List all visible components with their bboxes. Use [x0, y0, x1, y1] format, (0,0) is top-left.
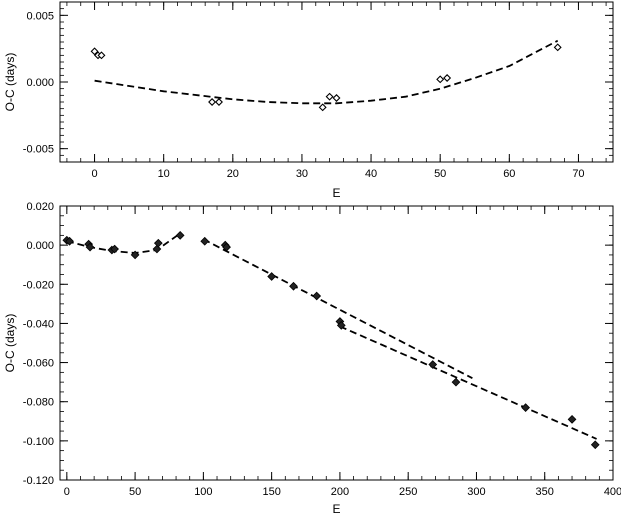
x-tick-label: 100 [194, 486, 212, 498]
bottom-panel: 0 50 100 150 200 250 300 350 400 0.020 0.000 -0.020… [3, 201, 621, 516]
data-point [97, 51, 106, 60]
y-tick-label: -0.120 [23, 475, 54, 487]
y-tick-label: 0.000 [26, 77, 54, 89]
data-point [267, 272, 277, 281]
x-tick-label: 0 [92, 168, 98, 180]
y-tick-label: -0.100 [23, 436, 54, 448]
y-tick-label: 0.000 [26, 240, 54, 252]
x-tick-label: 70 [572, 168, 584, 180]
fit-curve [94, 39, 559, 105]
data-point [336, 321, 346, 330]
x-tick-label: 30 [296, 168, 308, 180]
data-point [521, 403, 530, 412]
x-axis-title: E [332, 186, 340, 200]
data-point [130, 250, 140, 260]
y-tick-label: 0.020 [26, 201, 54, 213]
data-point [110, 244, 119, 254]
data-point [553, 43, 562, 52]
data-point [451, 377, 461, 387]
data-point [215, 98, 223, 106]
y-axis-title: O-C (days) [3, 314, 17, 373]
data-point [175, 230, 185, 240]
x-tick-label: 350 [536, 486, 554, 498]
data-point [567, 414, 577, 424]
x-tick-label: 200 [331, 486, 349, 498]
plot-frame [59, 205, 614, 481]
x-tick-label: 50 [434, 168, 446, 180]
x-tick-label: 0 [64, 486, 70, 498]
fit-curve [339, 325, 597, 440]
x-tick-label: 60 [503, 168, 515, 180]
data-point [85, 242, 95, 252]
x-tick-label: 40 [365, 168, 377, 180]
data-point [443, 74, 452, 82]
data-point [325, 92, 334, 101]
x-tick-label: 250 [399, 486, 417, 498]
x-tick-label: 50 [129, 486, 141, 498]
data-point [90, 47, 99, 56]
data-point [590, 440, 600, 450]
data-point [200, 236, 210, 246]
y-tick-label: 0.005 [26, 10, 54, 22]
y-tick-label: -0.080 [23, 397, 54, 409]
data-point [332, 94, 341, 102]
data-point [318, 103, 327, 112]
fit-curve [202, 238, 473, 379]
data-point [428, 360, 438, 369]
data-point [65, 236, 74, 246]
y-axis-title: O-C (days) [3, 53, 17, 112]
x-tick-label: 150 [262, 486, 280, 498]
data-point [436, 75, 445, 84]
data-point [208, 98, 217, 106]
plot-frame [59, 1, 614, 163]
x-tick-label: 400 [604, 486, 621, 498]
top-panel: 0 10 20 30 40 50 60 70 0.005 0.000 -0.005 E O-C (day… [3, 1, 614, 200]
data-point [153, 238, 163, 248]
y-tick-label: -0.005 [23, 144, 54, 156]
x-tick-label: 20 [227, 168, 239, 180]
y-tick-label: -0.040 [23, 318, 54, 330]
x-axis-title: E [332, 502, 340, 516]
data-point [289, 281, 298, 291]
data-point [312, 291, 322, 301]
data-point [152, 244, 162, 254]
x-tick-label: 10 [158, 168, 170, 180]
data-point [222, 242, 231, 252]
y-tick-label: -0.060 [23, 358, 54, 370]
x-tick-label: 300 [467, 486, 485, 498]
fit-curve [66, 232, 181, 254]
y-tick-label: -0.020 [23, 279, 54, 291]
